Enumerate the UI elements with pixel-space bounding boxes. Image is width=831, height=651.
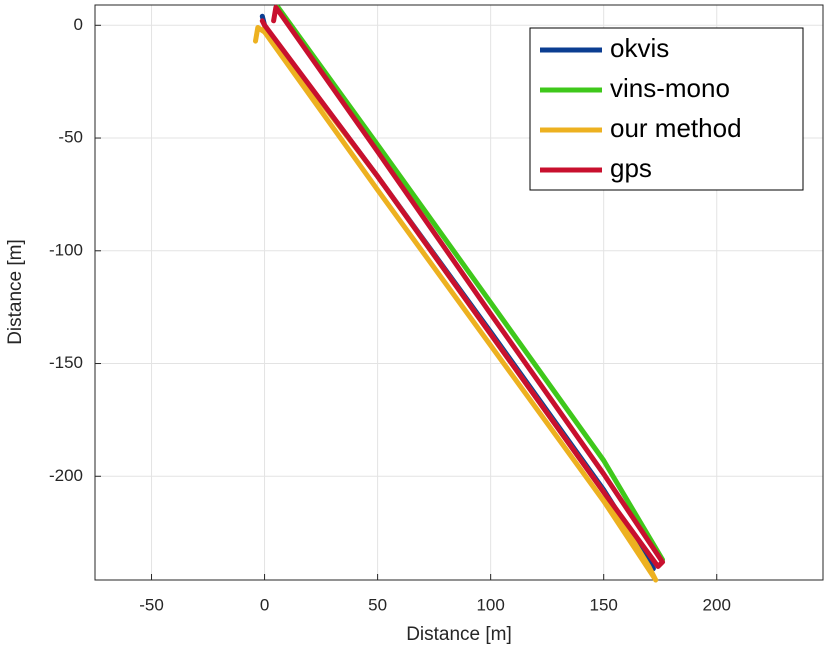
trajectory <box>259 4 665 569</box>
legend-label: vins-mono <box>610 73 730 103</box>
y-axis-label: Distance [m] <box>5 239 26 345</box>
legend-label: okvis <box>610 33 669 63</box>
x-tick-label: -50 <box>139 595 164 614</box>
legend-box <box>529 27 804 191</box>
x-tick-label: 200 <box>703 595 731 614</box>
x-tick-label: 50 <box>368 595 387 614</box>
y-tick-label: -50 <box>58 128 83 147</box>
x-tick-label: 150 <box>590 595 618 614</box>
y-tick-label: -100 <box>49 240 83 259</box>
y-tick-label: 0 <box>74 15 83 34</box>
legend-label: gps <box>610 153 652 183</box>
y-tick-label: -150 <box>49 353 83 372</box>
x-axis-label: Distance [m] <box>406 624 512 645</box>
x-tick-label: 100 <box>476 595 504 614</box>
trajectory <box>275 4 665 563</box>
y-tick-label: -200 <box>49 466 83 485</box>
plot-frame <box>94 4 824 581</box>
legend-label: our method <box>610 113 742 143</box>
x-tick-label: 0 <box>260 595 269 614</box>
